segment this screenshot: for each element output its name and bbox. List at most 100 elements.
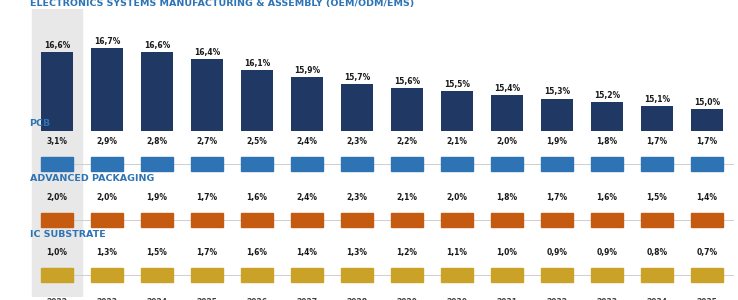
- Bar: [190, 213, 223, 227]
- Text: 1,2%: 1,2%: [396, 248, 418, 257]
- Text: 2,4%: 2,4%: [297, 137, 317, 146]
- Bar: [691, 109, 723, 300]
- Bar: [691, 268, 723, 282]
- Bar: [241, 213, 273, 227]
- Text: 1,7%: 1,7%: [696, 137, 717, 146]
- Bar: [291, 268, 323, 282]
- Bar: [141, 268, 173, 282]
- Bar: [491, 95, 523, 300]
- Text: 1,7%: 1,7%: [546, 193, 568, 202]
- Bar: [41, 213, 73, 227]
- Text: 2,7%: 2,7%: [196, 137, 218, 146]
- Text: 2,1%: 2,1%: [396, 193, 418, 202]
- Bar: [541, 158, 573, 171]
- Text: 2,0%: 2,0%: [446, 193, 467, 202]
- Bar: [390, 158, 423, 171]
- Bar: [390, 88, 423, 300]
- Bar: [32, 242, 81, 297]
- Text: 1,8%: 1,8%: [497, 193, 517, 202]
- Bar: [441, 213, 473, 227]
- Text: 0,9%: 0,9%: [546, 248, 568, 257]
- Text: 1,5%: 1,5%: [646, 193, 667, 202]
- Bar: [641, 213, 673, 227]
- Text: 2,3%: 2,3%: [346, 193, 368, 202]
- Text: 1,7%: 1,7%: [196, 248, 218, 257]
- Text: 2,4%: 2,4%: [297, 193, 317, 202]
- Text: 1,7%: 1,7%: [646, 137, 667, 146]
- Bar: [41, 158, 73, 171]
- Text: 16,1%: 16,1%: [244, 59, 270, 68]
- Bar: [590, 158, 623, 171]
- Bar: [190, 268, 223, 282]
- Text: 1,0%: 1,0%: [46, 248, 67, 257]
- Text: 15,4%: 15,4%: [494, 84, 520, 93]
- Bar: [91, 158, 123, 171]
- Bar: [190, 59, 223, 300]
- Text: 1,0%: 1,0%: [497, 248, 517, 257]
- Text: 2,8%: 2,8%: [146, 137, 168, 146]
- Text: 1,9%: 1,9%: [546, 137, 568, 146]
- Text: 16,6%: 16,6%: [44, 41, 70, 50]
- Text: 1,9%: 1,9%: [146, 193, 168, 202]
- Bar: [32, 9, 81, 131]
- Text: 2,5%: 2,5%: [246, 137, 267, 146]
- Bar: [691, 158, 723, 171]
- Text: 15,3%: 15,3%: [544, 87, 570, 96]
- Text: 15,1%: 15,1%: [644, 94, 670, 103]
- Bar: [541, 99, 573, 300]
- Bar: [32, 131, 81, 186]
- Bar: [641, 158, 673, 171]
- Bar: [91, 213, 123, 227]
- Text: 1,3%: 1,3%: [97, 248, 117, 257]
- Text: 15,9%: 15,9%: [294, 66, 320, 75]
- Text: 2,0%: 2,0%: [97, 193, 117, 202]
- Text: ADVANCED PACKAGING: ADVANCED PACKAGING: [30, 175, 154, 184]
- Text: 1,4%: 1,4%: [697, 193, 717, 202]
- Bar: [241, 70, 273, 300]
- Bar: [291, 158, 323, 171]
- Text: 1,7%: 1,7%: [196, 193, 218, 202]
- Text: 1,3%: 1,3%: [346, 248, 368, 257]
- Bar: [91, 48, 123, 300]
- Bar: [491, 213, 523, 227]
- Text: 1,6%: 1,6%: [246, 248, 267, 257]
- Bar: [441, 158, 473, 171]
- Bar: [541, 268, 573, 282]
- Bar: [141, 52, 173, 300]
- Bar: [341, 268, 373, 282]
- Bar: [491, 158, 523, 171]
- Bar: [141, 213, 173, 227]
- Bar: [341, 213, 373, 227]
- Text: 16,6%: 16,6%: [144, 41, 170, 50]
- Text: 2,0%: 2,0%: [46, 193, 67, 202]
- Bar: [641, 268, 673, 282]
- Bar: [590, 102, 623, 300]
- Bar: [491, 268, 523, 282]
- Bar: [241, 268, 273, 282]
- Bar: [341, 158, 373, 171]
- Text: 15,5%: 15,5%: [444, 80, 470, 89]
- Text: 15,6%: 15,6%: [394, 77, 420, 86]
- Bar: [641, 106, 673, 300]
- Bar: [32, 186, 81, 242]
- Text: 1,8%: 1,8%: [596, 137, 618, 146]
- Text: 1,4%: 1,4%: [297, 248, 317, 257]
- Bar: [291, 77, 323, 300]
- Text: 16,4%: 16,4%: [194, 48, 220, 57]
- Text: 2,2%: 2,2%: [396, 137, 418, 146]
- Bar: [441, 268, 473, 282]
- Text: 15,7%: 15,7%: [344, 73, 370, 82]
- Bar: [441, 92, 473, 300]
- Bar: [390, 213, 423, 227]
- Bar: [141, 158, 173, 171]
- Text: 15,2%: 15,2%: [594, 91, 620, 100]
- Text: 15,0%: 15,0%: [694, 98, 720, 107]
- Text: 1,5%: 1,5%: [147, 248, 168, 257]
- Bar: [691, 213, 723, 227]
- Text: ELECTRONICS SYSTEMS MANUFACTURING & ASSEMBLY (OEM/ODM/EMS): ELECTRONICS SYSTEMS MANUFACTURING & ASSE…: [30, 0, 414, 8]
- Text: 0,8%: 0,8%: [646, 248, 667, 257]
- Bar: [541, 213, 573, 227]
- Text: 1,1%: 1,1%: [446, 248, 467, 257]
- Text: 0,9%: 0,9%: [596, 248, 618, 257]
- Bar: [291, 213, 323, 227]
